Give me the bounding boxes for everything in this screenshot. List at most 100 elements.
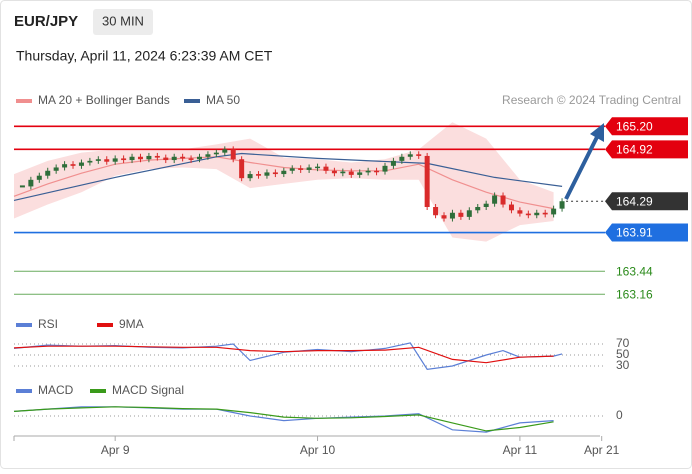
candle — [399, 156, 405, 161]
candle — [348, 171, 354, 175]
legend-label: MA 20 + Bollinger Bands — [38, 93, 170, 107]
level-label: 163.91 — [616, 226, 653, 240]
candle — [163, 157, 169, 161]
candle — [433, 207, 439, 216]
plot-area: 165.20 164.92 164.29 163.91 163.44 163.16 MA 2… — [13, 93, 688, 457]
y-tick-label: 30 — [616, 358, 630, 372]
candle — [365, 170, 371, 173]
candle — [508, 204, 514, 211]
candle — [323, 166, 329, 171]
candle — [289, 168, 295, 171]
candle — [382, 165, 388, 172]
candle — [500, 195, 506, 205]
candle — [407, 154, 413, 157]
candle — [171, 156, 177, 161]
level-label: 163.44 — [616, 264, 653, 278]
candle — [492, 195, 498, 204]
candle — [180, 156, 186, 159]
series-line — [13, 156, 554, 210]
candle — [272, 172, 278, 175]
candle — [517, 210, 523, 214]
candle — [374, 170, 380, 173]
legend-swatch — [90, 389, 106, 393]
candle — [458, 212, 464, 217]
candle — [104, 159, 110, 162]
symbol: EUR/JPY — [14, 13, 78, 30]
legend-swatch — [184, 99, 200, 103]
y-tick-label: 0 — [616, 408, 623, 422]
level-box — [605, 140, 688, 159]
candle — [87, 160, 93, 163]
candle — [196, 156, 202, 160]
x-tick-label: Apr 9 — [101, 443, 130, 457]
level-label: 164.92 — [616, 143, 653, 157]
candle — [525, 213, 531, 216]
x-tick-label: Apr 21 — [584, 443, 620, 457]
candle — [19, 185, 25, 188]
candle — [256, 174, 262, 176]
legend-label: MACD — [38, 383, 74, 397]
candle — [306, 167, 312, 170]
candle — [137, 156, 143, 160]
candle — [78, 162, 84, 166]
forecast-arrow — [564, 134, 600, 200]
legend-label: MA 50 — [206, 93, 240, 107]
legend-swatch — [16, 99, 32, 103]
interval: 30 MIN — [102, 13, 144, 28]
level-box — [605, 117, 688, 136]
candle — [483, 203, 489, 207]
candle — [424, 155, 430, 207]
y-tick-label: 50 — [616, 347, 630, 361]
candle — [264, 172, 270, 176]
candle — [551, 208, 557, 215]
candle — [62, 164, 68, 168]
candle — [542, 212, 548, 215]
candle — [239, 159, 245, 179]
candle — [121, 158, 127, 161]
forecast-arrowhead — [590, 123, 604, 142]
candle — [146, 155, 152, 160]
legend-swatch — [97, 323, 113, 327]
interval-badge — [93, 9, 153, 35]
candle — [188, 158, 194, 160]
level-box — [605, 223, 688, 242]
x-tick-label: Apr 11 — [503, 443, 538, 457]
candle — [154, 155, 160, 158]
candle — [331, 170, 337, 174]
candle — [466, 210, 472, 217]
candle — [449, 212, 455, 219]
candle — [112, 158, 118, 162]
candle — [53, 167, 59, 171]
candle — [534, 212, 540, 216]
series-line — [13, 152, 563, 201]
candle — [441, 215, 447, 219]
candle — [213, 152, 219, 155]
candle — [129, 156, 135, 161]
candle — [36, 175, 42, 180]
candle — [230, 149, 236, 160]
level-label: 165.20 — [616, 119, 653, 133]
candle — [340, 171, 346, 174]
level-label: 164.29 — [616, 194, 653, 208]
candle — [70, 164, 76, 166]
candle — [475, 207, 481, 211]
legend-label: 9MA — [119, 317, 144, 331]
candle — [315, 166, 321, 169]
candle — [45, 170, 51, 176]
level-box — [605, 192, 688, 211]
credit: Research © 2024 Trading Central — [502, 93, 681, 107]
candle — [281, 170, 287, 175]
y-tick-label: 70 — [616, 336, 630, 350]
x-tick-label: Apr 10 — [300, 443, 336, 457]
candle — [390, 160, 396, 166]
legend-label: MACD Signal — [112, 383, 184, 397]
timestamp: Thursday, April 11, 2024 6:23:39 AM CET — [16, 48, 273, 64]
legend-swatch — [16, 389, 32, 393]
candle — [247, 174, 253, 179]
legend-swatch — [16, 323, 32, 327]
series-line — [13, 406, 554, 432]
candle — [205, 154, 211, 157]
